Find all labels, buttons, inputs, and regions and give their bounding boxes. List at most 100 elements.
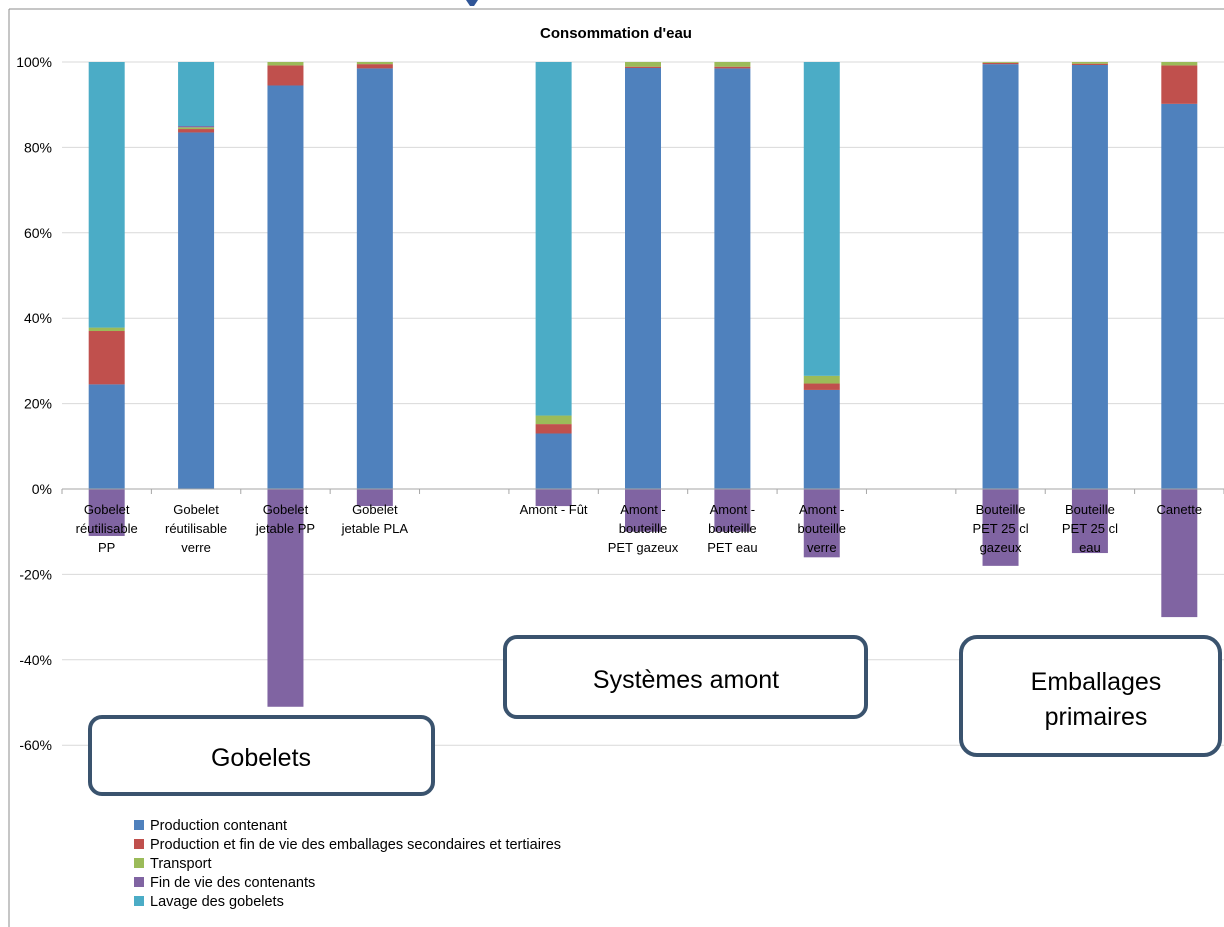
- category-label: Gobelet: [263, 502, 309, 517]
- bar-segment: [178, 127, 215, 130]
- bar-segment: [178, 62, 215, 127]
- category-label: Gobelet: [84, 502, 130, 517]
- category-label: Gobelet: [173, 502, 219, 517]
- category-label: réutilisable: [165, 521, 227, 536]
- y-tick-label: -40%: [19, 652, 52, 668]
- bar-segment: [803, 389, 840, 489]
- bars: [88, 62, 1198, 707]
- legend-swatch: [134, 896, 144, 906]
- legend-swatch: [134, 877, 144, 887]
- box-emballages-line2: primaires: [1045, 703, 1148, 731]
- legend-swatch: [134, 858, 144, 868]
- bar-segment: [714, 68, 751, 489]
- category-label: PP: [98, 540, 115, 555]
- bar-segment: [714, 489, 751, 532]
- category-label: Bouteille: [976, 502, 1026, 517]
- category-label: Amont -: [799, 502, 845, 517]
- category-label: réutilisable: [76, 521, 138, 536]
- category-label: bouteille: [798, 521, 846, 536]
- cropped-heading-fragment: [466, 0, 478, 6]
- bar-segment: [625, 489, 661, 532]
- bar-segment: [267, 62, 304, 66]
- y-tick-label: 80%: [24, 139, 52, 155]
- bar-segment: [625, 67, 661, 489]
- bar-segment: [535, 424, 572, 434]
- bar-segment: [178, 129, 215, 133]
- bar-segment: [982, 62, 1019, 65]
- box-gobelets-frame: [88, 715, 435, 796]
- category-label: jetable PLA: [341, 521, 409, 536]
- bar-segment: [535, 489, 572, 507]
- legend-label: Fin de vie des contenants: [150, 875, 315, 891]
- box-emballages-primaires: Emballages primaires: [959, 635, 1222, 757]
- legend-swatch: [134, 820, 144, 830]
- box-systemes-amont-frame: [503, 635, 868, 719]
- box-gobelets: Gobelets: [88, 715, 435, 796]
- bar-segment: [982, 489, 1019, 566]
- bar-segment: [267, 65, 304, 86]
- bar-segment: [714, 62, 751, 67]
- bar-segment: [803, 383, 840, 390]
- category-label: PET eau: [707, 540, 757, 555]
- legend-label: Lavage des gobelets: [150, 894, 284, 910]
- y-tick-label: -20%: [19, 566, 52, 582]
- bar-segment: [1071, 62, 1108, 64]
- legend-swatch: [134, 839, 144, 849]
- bar-segment: [88, 489, 125, 536]
- category-label: PET 25 cl: [1062, 521, 1118, 536]
- bar-segment: [356, 62, 393, 65]
- y-tick-label: -60%: [19, 737, 52, 753]
- bar-segment: [1161, 489, 1198, 618]
- category-label: PET gazeux: [608, 540, 679, 555]
- bar-segment: [178, 132, 215, 489]
- box-systemes-amont-label: Systèmes amont: [593, 666, 779, 694]
- category-label: gazeux: [980, 540, 1022, 555]
- bar-segment: [356, 68, 393, 489]
- category-label: Gobelet: [352, 502, 398, 517]
- category-label: bouteille: [619, 521, 667, 536]
- category-label: Amont -: [620, 502, 666, 517]
- category-label: Bouteille: [1065, 502, 1115, 517]
- bar-segment: [535, 433, 572, 489]
- bar-segment: [178, 126, 215, 128]
- category-label: jetable PP: [255, 521, 315, 536]
- category-label: Amont -: [710, 502, 756, 517]
- bar-segment: [356, 489, 393, 507]
- category-label: Amont - Fût: [520, 502, 588, 517]
- bar-segment: [88, 384, 125, 489]
- y-tick-label: 40%: [24, 310, 52, 326]
- bar-segment: [88, 331, 125, 385]
- box-emballages-primaires-frame: [959, 635, 1222, 757]
- y-tick-label: 0%: [32, 481, 52, 497]
- category-label: verre: [181, 540, 211, 555]
- y-tick-label: 20%: [24, 396, 52, 412]
- bar-segment: [1161, 65, 1198, 104]
- bar-segment: [1161, 103, 1198, 489]
- bar-segment: [803, 62, 840, 376]
- bar-segment: [267, 85, 304, 490]
- bar-segment: [1071, 489, 1108, 554]
- bar-segment: [982, 64, 1019, 489]
- y-tick-label: 100%: [16, 54, 52, 70]
- legend: Production contenant Production et fin de…: [134, 818, 561, 910]
- category-labels: Gobelet réutilisable PP Gobelet réutilisable…: [76, 502, 1202, 555]
- bar-segment: [267, 489, 304, 707]
- box-emballages-line1: Emballages: [1031, 668, 1162, 696]
- category-label: verre: [807, 540, 837, 555]
- bar-segment: [1161, 62, 1198, 66]
- legend-label: Transport: [150, 856, 212, 872]
- bar-segment: [803, 375, 840, 384]
- bar-segment: [982, 62, 1019, 63]
- box-systemes-amont: Systèmes amont: [503, 635, 868, 719]
- bar-segment: [714, 66, 751, 69]
- bar-segment: [356, 64, 393, 69]
- box-gobelets-label: Gobelets: [211, 744, 311, 772]
- bar-segment: [88, 327, 125, 332]
- bar-segment: [1071, 63, 1108, 65]
- bar-segment: [535, 62, 572, 416]
- bar-segment: [88, 62, 125, 328]
- bar-segment: [1071, 64, 1108, 489]
- legend-label: Production et fin de vie des emballages …: [150, 837, 561, 853]
- y-tick-label: 60%: [24, 225, 52, 241]
